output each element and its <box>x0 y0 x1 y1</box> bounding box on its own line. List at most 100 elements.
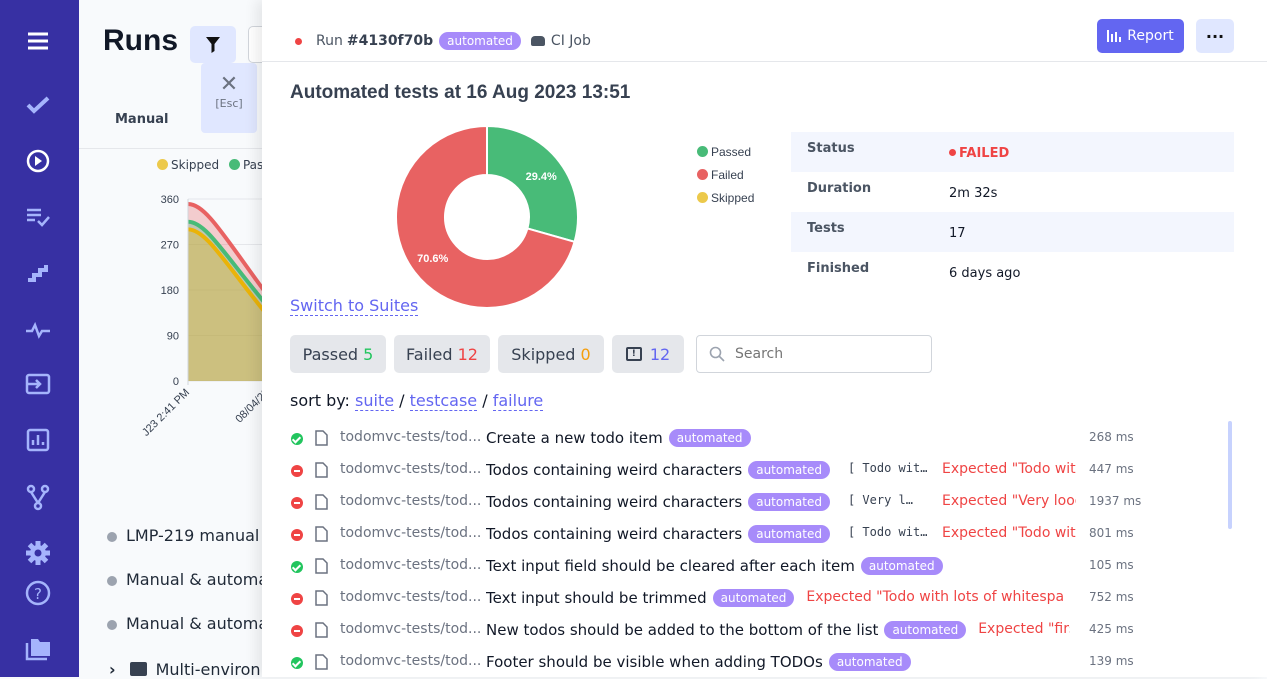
failed-status-icon <box>291 465 303 477</box>
filter-label: Failed <box>406 344 453 364</box>
test-row[interactable]: todomvc-tests/tod... Footer should be vi… <box>262 646 1237 677</box>
legend-dot <box>697 169 708 180</box>
info-key: Duration <box>807 181 872 196</box>
search-field[interactable] <box>696 335 932 373</box>
y-tick-label: 270 <box>161 240 179 252</box>
area-failed <box>188 204 269 381</box>
info-value: 6 days ago <box>949 266 1021 281</box>
branch-icon[interactable] <box>22 481 54 513</box>
info-value: 2m 32s <box>949 186 998 201</box>
test-duration: 801 ms <box>1089 526 1134 540</box>
scrollbar[interactable] <box>1228 421 1232 529</box>
gear-icon[interactable] <box>22 537 54 569</box>
error-message: Expected "Todo with u <box>941 461 1076 477</box>
test-row[interactable]: todomvc-tests/tod... Todos containing we… <box>262 518 1237 550</box>
sort-testcase-link[interactable]: testcase <box>409 391 478 411</box>
close-drawer-button[interactable]: ✕ [Esc] <box>201 63 257 133</box>
help-icon[interactable]: ? <box>22 577 54 609</box>
pulse-icon[interactable] <box>22 314 54 346</box>
folder-icon[interactable] <box>22 632 54 664</box>
run-group[interactable]: › Multi-environ <box>109 660 261 679</box>
run-group-label: Multi-environ <box>155 660 261 679</box>
run-item[interactable]: Manual & automa <box>107 570 268 589</box>
passed-status-icon <box>291 561 303 573</box>
test-title-cell: Todos containing weird characters automat… <box>486 461 1076 479</box>
check-icon[interactable] <box>22 88 54 120</box>
list-check-icon[interactable] <box>22 200 54 232</box>
test-path: todomvc-tests/tod... <box>340 621 482 637</box>
esc-hint: [Esc] <box>215 97 243 110</box>
filter-comments-button[interactable]: ! 12 <box>612 335 684 373</box>
test-row[interactable]: todomvc-tests/tod... Text input should b… <box>262 582 1237 614</box>
file-icon <box>315 430 328 450</box>
run-prefix: Run <box>316 33 343 49</box>
svg-text:?: ? <box>34 585 42 603</box>
error-message: Expected "first <box>978 621 1070 637</box>
drawer-header: Run #4130f70b automated CI Job Report ..… <box>262 0 1267 62</box>
filter-button[interactable] <box>190 26 236 63</box>
automated-badge: automated <box>439 32 521 50</box>
report-button[interactable]: Report <box>1097 19 1184 53</box>
info-key: Tests <box>807 221 845 236</box>
y-tick-label: 180 <box>161 285 179 297</box>
automated-badge: automated <box>748 493 830 511</box>
more-options-button[interactable]: ... <box>1196 19 1234 53</box>
test-title-cell: Todos containing weird characters automat… <box>486 493 1076 511</box>
test-path: todomvc-tests/tod... <box>340 589 482 605</box>
file-icon <box>315 558 328 578</box>
filter-icon <box>206 36 220 53</box>
test-row[interactable]: todomvc-tests/tod... Todos containing we… <box>262 454 1237 486</box>
info-row-duration: Duration 2m 32s <box>791 172 1234 212</box>
sort-failure-link[interactable]: failure <box>492 391 544 411</box>
test-row[interactable]: todomvc-tests/tod... New todos should be… <box>262 614 1237 646</box>
legend-label: Failed <box>711 168 744 182</box>
import-icon[interactable] <box>22 368 54 400</box>
legend-item-failed[interactable]: Failed <box>697 168 754 191</box>
steps-icon[interactable] <box>22 256 54 288</box>
robot-icon <box>530 36 545 46</box>
test-path: todomvc-tests/tod... <box>340 461 482 477</box>
legend-passed[interactable]: Pas <box>242 158 264 172</box>
chevron-right-icon[interactable]: › <box>109 660 116 679</box>
legend-skipped[interactable]: Skipped <box>171 158 220 172</box>
file-icon <box>315 462 328 482</box>
tab-manual[interactable]: Manual <box>115 112 169 127</box>
automated-badge: automated <box>884 621 967 639</box>
play-circle-icon[interactable] <box>22 145 54 177</box>
file-icon <box>315 526 328 546</box>
pie-legend: Passed Failed Skipped <box>697 145 754 214</box>
test-row[interactable]: todomvc-tests/tod... Todos containing we… <box>262 486 1237 518</box>
filter-count: 0 <box>580 344 591 364</box>
filter-skipped-button[interactable]: Skipped 0 <box>498 335 604 373</box>
automated-badge: automated <box>668 429 751 447</box>
sidebar: ? <box>0 0 79 677</box>
chart-icon[interactable] <box>22 424 54 456</box>
sort-suite-link[interactable]: suite <box>355 391 395 411</box>
file-icon <box>315 654 328 674</box>
info-value: 17 <box>949 226 966 241</box>
menu-icon[interactable] <box>22 25 54 57</box>
run-item[interactable]: LMP-219 manual te <box>107 526 281 545</box>
test-duration: 425 ms <box>1089 622 1134 636</box>
automated-badge: automated <box>748 525 830 543</box>
run-item[interactable]: Manual & automa <box>107 614 268 633</box>
error-message: Expected "Very loooooo <box>941 493 1076 509</box>
test-row[interactable]: todomvc-tests/tod... Create a new todo i… <box>262 422 1237 454</box>
test-duration: 1937 ms <box>1089 494 1142 508</box>
x-tick-label: J23 2:41 PM <box>140 387 192 439</box>
status-text: FAILED <box>959 146 1010 161</box>
failed-status-icon <box>291 529 303 541</box>
legend-item-passed[interactable]: Passed <box>697 145 754 168</box>
run-info-table: Status FAILED Duration 2m 32s Tests 17 Fini… <box>791 132 1234 292</box>
chart-legend: Skipped Pas <box>157 158 263 172</box>
filter-failed-button[interactable]: Failed 12 <box>394 335 490 373</box>
switch-to-suites-link[interactable]: Switch to Suites <box>290 296 419 316</box>
search-input[interactable] <box>735 346 915 362</box>
test-row[interactable]: todomvc-tests/tod... Text input field sh… <box>262 550 1237 582</box>
test-list: todomvc-tests/tod... Create a new todo i… <box>262 422 1237 677</box>
test-duration: 447 ms <box>1089 462 1134 476</box>
run-status-icon <box>107 532 117 542</box>
legend-item-skipped[interactable]: Skipped <box>697 191 754 214</box>
test-title-cell: Footer should be visible when adding TOD… <box>486 653 911 671</box>
filter-passed-button[interactable]: Passed 5 <box>290 335 386 373</box>
